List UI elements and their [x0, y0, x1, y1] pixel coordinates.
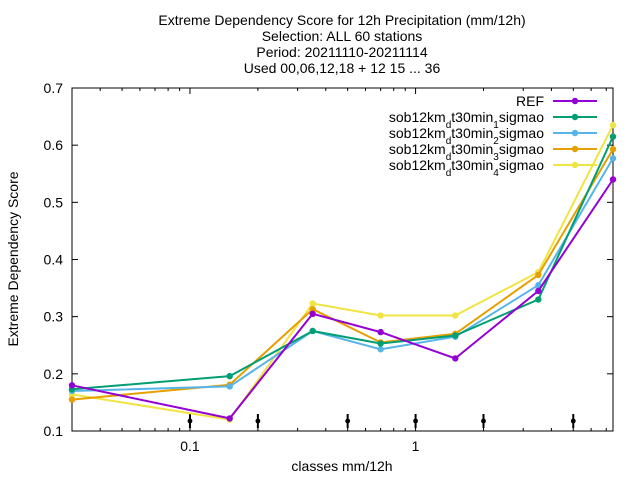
series-point-5: [452, 312, 459, 319]
x-axis: 0.1 1: [71, 88, 607, 454]
legend-label-1: REF: [516, 93, 544, 109]
class-marker-dot: [187, 418, 193, 424]
legend-swatch-point-1: [571, 97, 579, 105]
series-point-3: [609, 155, 617, 162]
legend: REFsob12kmdt30min1sigmaosob12kmdt30min2s…: [389, 93, 597, 179]
series-point-1: [535, 287, 542, 295]
series-point-2: [309, 327, 316, 335]
series-point-2: [452, 332, 459, 339]
title-line-3: Period: 20211110-20211114: [256, 44, 427, 60]
series-point-5: [609, 121, 617, 129]
legend-swatch-point-4: [571, 145, 579, 153]
series-line-2: [71, 136, 614, 391]
x-tick-label: 1: [412, 438, 420, 454]
series-point-2: [377, 340, 384, 347]
series-point-2: [535, 296, 542, 303]
class-marker-dot: [255, 418, 261, 424]
series-point-3: [226, 383, 233, 390]
legend-label-2: sob12kmdt30min1sigmao: [389, 109, 544, 131]
chart-title: Extreme Dependency Score for 12h Precipi…: [158, 12, 525, 76]
series-point-1: [452, 355, 459, 362]
y-tick-label: 0.6: [44, 137, 64, 153]
y-tick-label: 0.2: [44, 366, 64, 382]
y-tick-label: 0.3: [44, 309, 64, 325]
y-tick-label: 0.7: [44, 80, 64, 96]
series-point-4: [68, 396, 76, 403]
series-point-2: [226, 372, 233, 380]
legend-swatch-point-2: [571, 113, 579, 121]
legend-label-3: sob12kmdt30min2sigmao: [389, 125, 544, 147]
title-line-1: Extreme Dependency Score for 12h Precipi…: [158, 12, 525, 28]
series-point-1: [609, 176, 617, 183]
series-point-4: [535, 271, 542, 279]
x-tick-label: 0.1: [180, 438, 200, 454]
series-point-5: [377, 312, 384, 319]
title-line-2: Selection: ALL 60 stations: [262, 28, 423, 44]
series-point-1: [309, 310, 316, 318]
title-line-4: Used 00,06,12,18 + 12 15 ... 36: [244, 60, 441, 76]
series-point-1: [377, 328, 384, 336]
series-point-3: [377, 346, 384, 353]
legend-label-5: sob12kmdt30min4sigmao: [389, 157, 544, 179]
y-tick-label: 0.1: [44, 423, 64, 439]
class-marker-dot: [413, 418, 418, 424]
legend-swatch-point-3: [571, 129, 579, 137]
y-tick-label: 0.4: [44, 252, 64, 268]
y-axis: 0.1 0.2 0.3 0.4 0.5 0.6 0.7: [44, 80, 613, 439]
class-marker-dot: [570, 418, 576, 424]
legend-swatch-point-5: [571, 161, 579, 169]
series-group: [68, 121, 617, 423]
class-marker-dot: [481, 418, 486, 424]
series-point-1: [68, 382, 76, 389]
y-tick-label: 0.5: [44, 194, 64, 210]
series-point-2: [609, 133, 617, 140]
class-markers: [187, 414, 576, 428]
series-point-4: [309, 306, 316, 313]
class-marker-dot: [345, 418, 351, 424]
series-point-4: [609, 145, 617, 153]
series-point-5: [309, 300, 316, 307]
series-point-1: [226, 415, 233, 422]
y-axis-label: Extreme Dependency Score: [5, 171, 21, 346]
x-axis-label: classes mm/12h: [291, 458, 392, 474]
legend-label-4: sob12kmdt30min3sigmao: [389, 141, 544, 163]
